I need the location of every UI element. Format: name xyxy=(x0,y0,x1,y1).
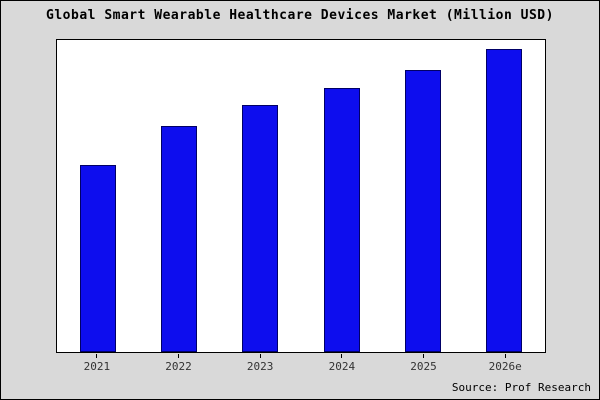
bar-slot xyxy=(301,40,382,352)
source-text: Source: Prof Research xyxy=(451,381,591,394)
bar-2025 xyxy=(404,69,441,352)
tick-mark xyxy=(341,354,343,358)
x-tick-label: 2023 xyxy=(246,360,274,373)
bar-slot xyxy=(464,40,545,352)
bar-2024 xyxy=(323,87,360,352)
tick-mark xyxy=(259,354,261,358)
chart-title: Global Smart Wearable Healthcare Devices… xyxy=(46,8,554,23)
tick-mark xyxy=(504,354,506,358)
x-tick: 2022 xyxy=(138,354,220,373)
bar-2023 xyxy=(242,105,279,352)
x-axis-labels: 2021 2022 2023 2024 2025 2026e xyxy=(56,354,546,373)
x-tick: 2024 xyxy=(301,354,383,373)
tick-mark xyxy=(178,354,179,358)
bar-2021 xyxy=(79,164,116,352)
x-tick-label: 2022 xyxy=(165,360,192,373)
x-tick: 2023 xyxy=(219,354,301,373)
bar-2026e xyxy=(486,48,523,352)
x-tick: 2021 xyxy=(56,354,138,373)
bar-slot xyxy=(220,40,301,352)
bar-slot xyxy=(57,40,138,352)
x-tick-label: 2024 xyxy=(328,360,356,373)
x-tick-label: 2026e xyxy=(488,360,522,373)
bar-slot xyxy=(382,40,463,352)
tick-mark xyxy=(423,354,425,358)
bars-container xyxy=(57,40,545,352)
x-tick: 2025 xyxy=(383,354,465,373)
bar-slot xyxy=(138,40,219,352)
bar-2022 xyxy=(160,126,197,352)
x-tick-label: 2025 xyxy=(410,360,437,373)
tick-mark xyxy=(96,354,98,358)
x-tick: 2026e xyxy=(464,354,546,373)
x-tick-label: 2021 xyxy=(83,360,111,373)
plot-area xyxy=(56,39,546,353)
